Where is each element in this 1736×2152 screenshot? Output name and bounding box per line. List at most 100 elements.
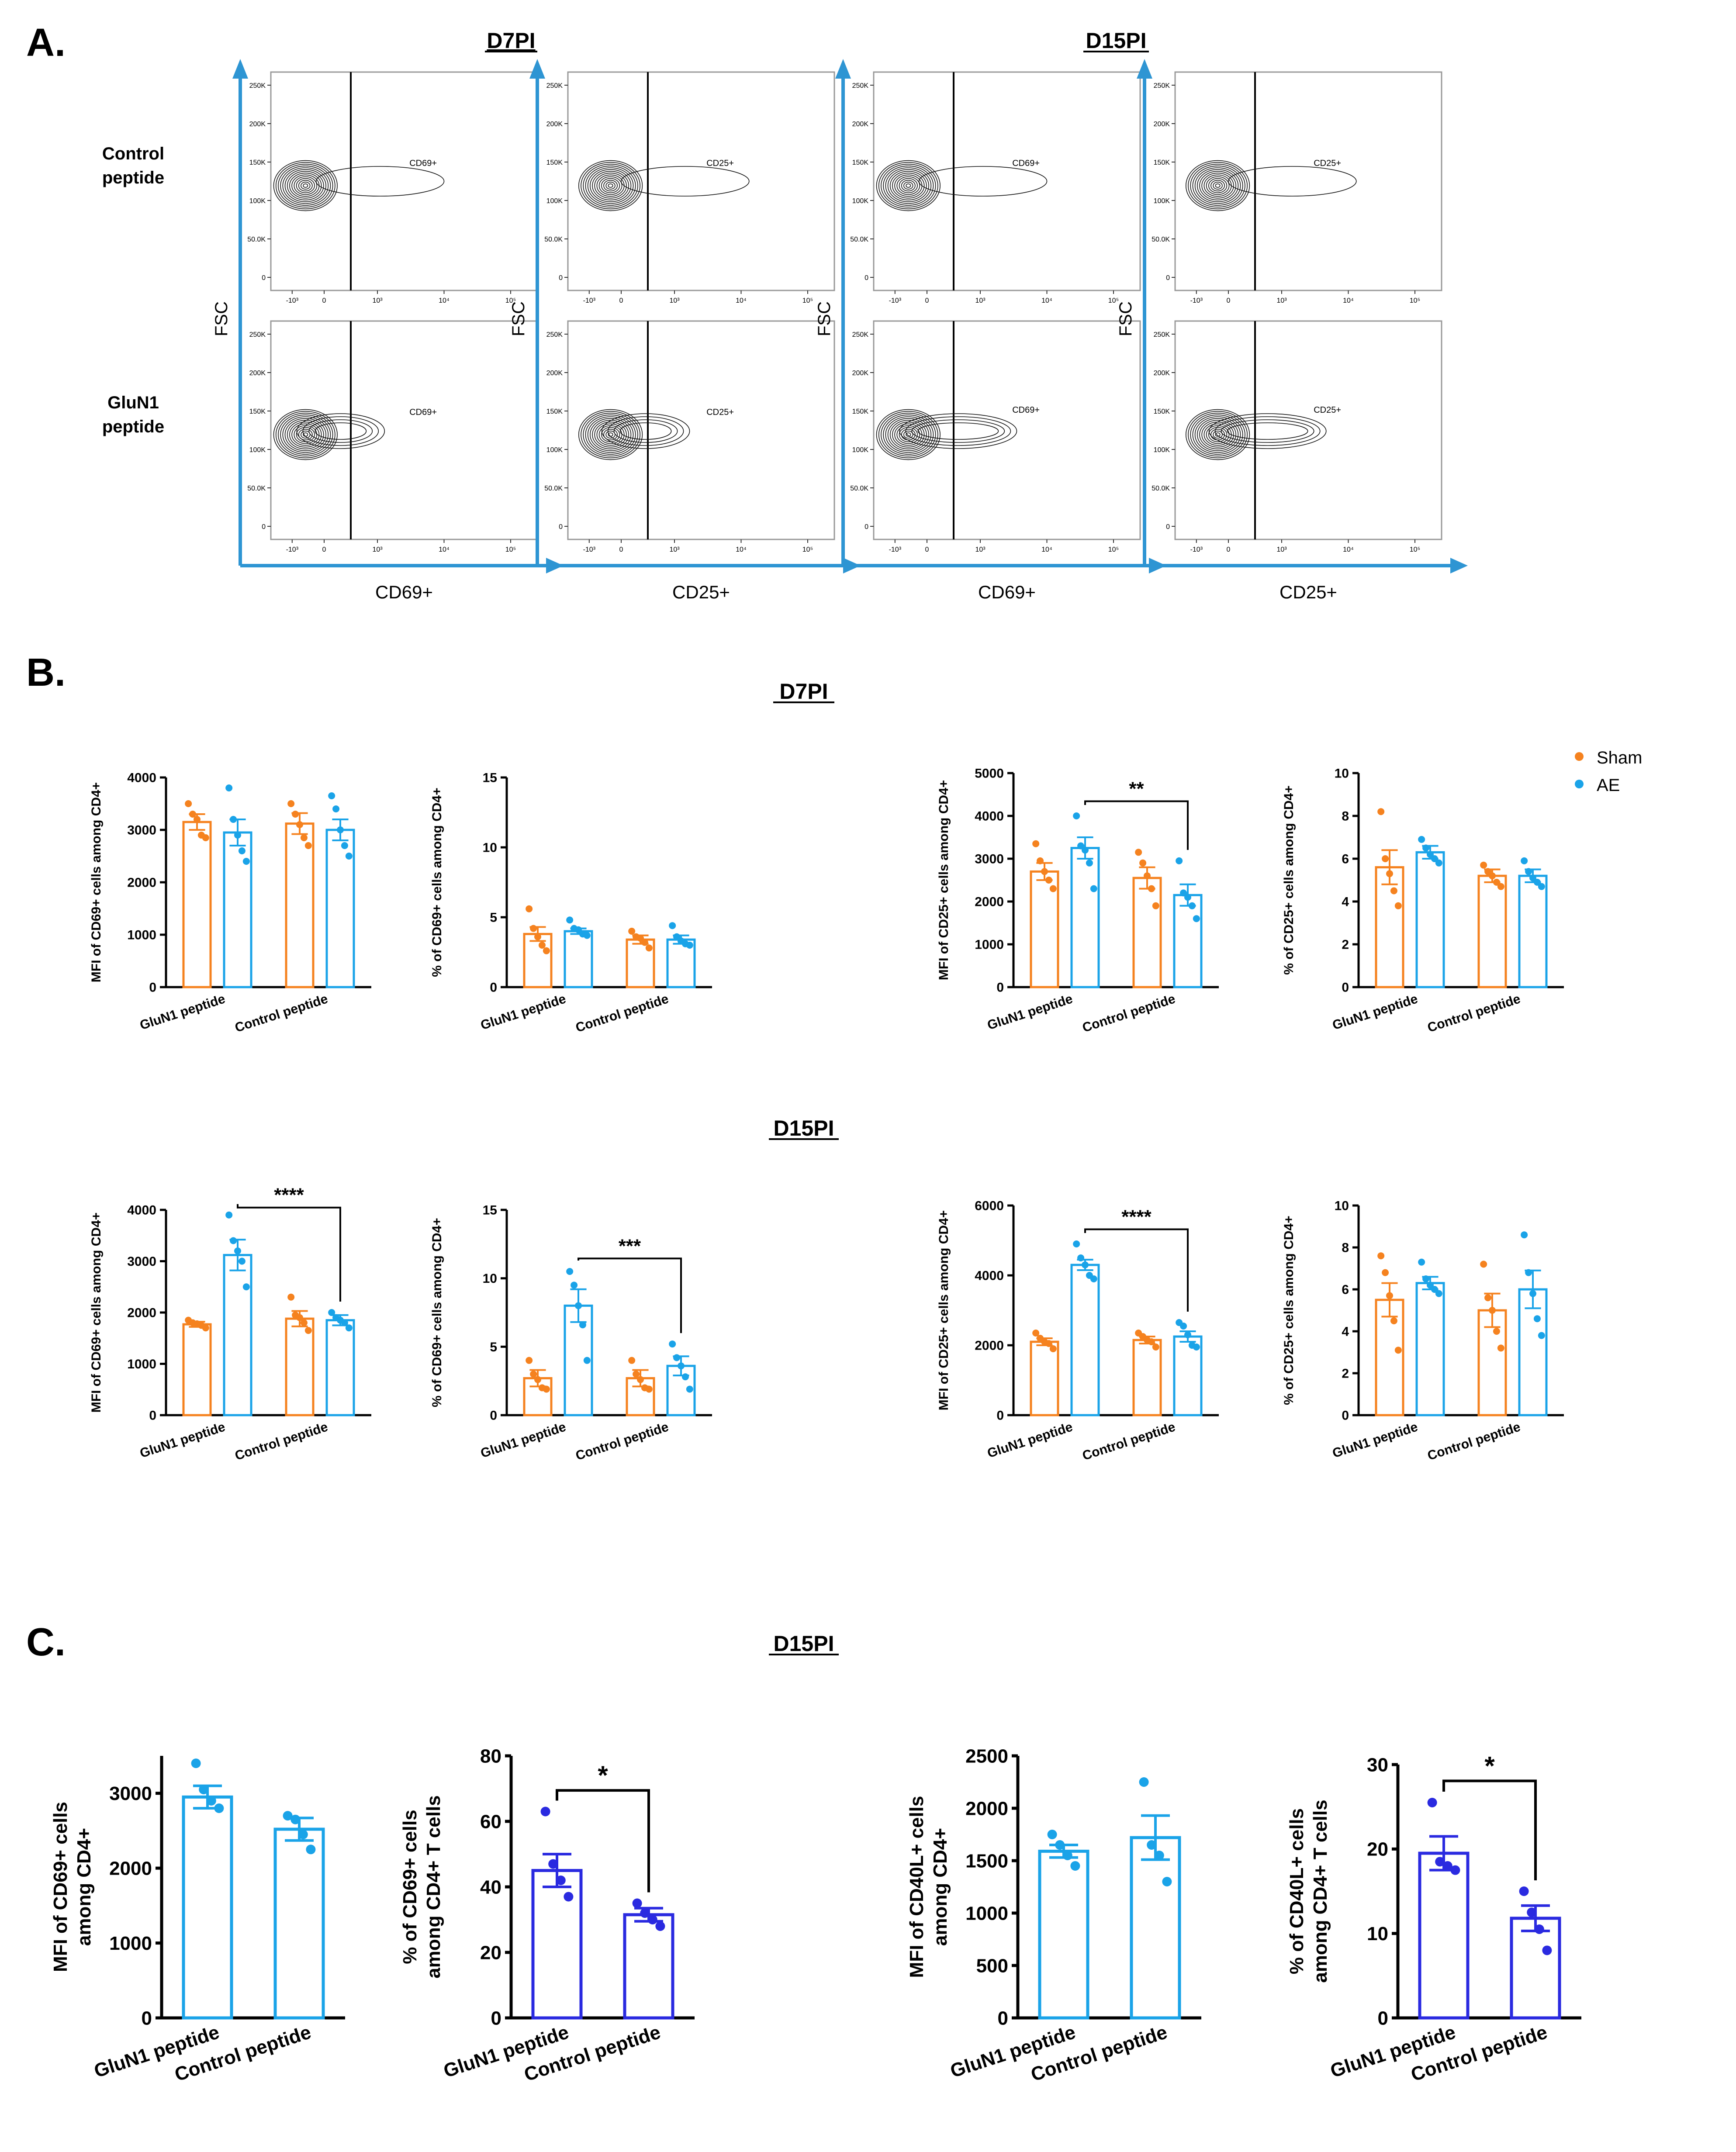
data-point bbox=[641, 939, 648, 946]
contour-ring bbox=[892, 173, 925, 199]
data-point bbox=[543, 1385, 550, 1393]
contour-ring bbox=[883, 166, 934, 206]
category-label: GluN1 peptide bbox=[1331, 991, 1420, 1033]
significance-bracket bbox=[578, 1257, 682, 1333]
data-point bbox=[1435, 1290, 1442, 1297]
contour-ring bbox=[1206, 425, 1230, 444]
contour-ring bbox=[1197, 169, 1239, 202]
y-axis-arrowhead bbox=[835, 59, 851, 79]
y-axis-label-fsc: FSC bbox=[1116, 301, 1135, 336]
data-point bbox=[628, 928, 636, 935]
data-point bbox=[304, 1327, 312, 1334]
contour-ring bbox=[596, 423, 625, 446]
row-label-control-1: Control bbox=[102, 144, 164, 163]
y-tick-label: 2500 bbox=[965, 1745, 1008, 1767]
data-point bbox=[526, 1357, 533, 1364]
flow-y-tick-label: 50.0K bbox=[544, 485, 563, 492]
chart-c3: 0 500 1000 1500 2000 2500 MFI of CD40L+ cells a… bbox=[906, 1745, 1201, 2086]
flow-y-tick-label: 250K bbox=[852, 331, 869, 339]
contour-ring bbox=[273, 409, 338, 460]
y-axis-label: MFI of CD40L+ cells bbox=[906, 1796, 927, 1978]
contour-ring bbox=[899, 178, 918, 193]
data-point bbox=[1529, 1290, 1536, 1297]
y-tick-label: 4000 bbox=[975, 1269, 1004, 1283]
y-axis-label: % of CD25+ cells among CD4+ bbox=[1282, 785, 1296, 974]
data-point bbox=[1049, 885, 1057, 892]
data-point bbox=[328, 1309, 335, 1316]
data-point bbox=[1538, 1332, 1545, 1339]
contour-tail bbox=[1208, 413, 1327, 449]
data-point bbox=[345, 853, 353, 860]
data-point bbox=[1480, 1261, 1487, 1268]
significance-label: ** bbox=[1129, 778, 1144, 799]
y-tick-label: 15 bbox=[483, 1203, 497, 1218]
flow-y-tick-label: 200K bbox=[249, 370, 266, 377]
y-tick-label: 6 bbox=[1342, 1283, 1349, 1297]
data-point bbox=[234, 1247, 241, 1254]
flow-y-tick-label: 150K bbox=[546, 408, 563, 415]
data-point bbox=[1386, 1292, 1393, 1299]
data-point bbox=[655, 1921, 665, 1931]
legend-ae-label: AE bbox=[1597, 776, 1620, 795]
contour-ring bbox=[885, 167, 932, 204]
legend: Sham AE bbox=[1575, 748, 1643, 795]
contour-tail bbox=[613, 419, 678, 443]
data-point bbox=[1184, 1331, 1191, 1338]
data-point bbox=[1139, 859, 1147, 867]
flow-plot-4-1: 250K 200K 150K 100K 50.0K 0 -10³ 0 10³ 10⁴ 10⁵ CD25… bbox=[1152, 71, 1442, 304]
contour-ring bbox=[601, 178, 620, 193]
data-point bbox=[1090, 1275, 1097, 1282]
contour-ring bbox=[1213, 430, 1223, 439]
contour-ring bbox=[294, 176, 318, 195]
data-point bbox=[686, 1385, 693, 1393]
data-point bbox=[1435, 1857, 1445, 1867]
contour-ring bbox=[1188, 411, 1248, 459]
flow-plot-3-1: 250K 200K 150K 100K 50.0K 0 -10³ 0 10³ 10⁴ 10⁵ CD69… bbox=[850, 71, 1141, 304]
flow-x-tick-label: 10⁵ bbox=[1410, 297, 1420, 304]
contour-ring bbox=[1188, 162, 1248, 210]
flow-y-tick-label: 100K bbox=[546, 446, 563, 454]
flow-y-tick-label: 200K bbox=[546, 370, 563, 377]
contour-ring bbox=[303, 183, 308, 188]
contour-ring bbox=[284, 418, 326, 451]
y-axis-arrowhead bbox=[232, 59, 248, 79]
data-point bbox=[669, 1340, 676, 1348]
data-point bbox=[1193, 1344, 1200, 1351]
contour-ring bbox=[583, 163, 638, 207]
y-axis-label-fsc: FSC bbox=[509, 301, 528, 336]
chart-b8: 0 2 4 6 8 10 % of CD25+ cells among CD4+ GluN1 … bbox=[1282, 1199, 1564, 1463]
data-point bbox=[1427, 851, 1434, 858]
contour-ring bbox=[889, 420, 927, 449]
contour-ring bbox=[587, 416, 634, 453]
contour-ring bbox=[876, 160, 941, 211]
contour-ring bbox=[594, 421, 627, 448]
y-tick-label: 2 bbox=[1342, 1367, 1349, 1381]
contour-ring bbox=[581, 411, 640, 459]
data-point bbox=[1390, 887, 1397, 895]
flow-x-tick-label: -10³ bbox=[889, 297, 902, 304]
flow-x-tick-label: 10⁴ bbox=[439, 297, 450, 304]
bar-glun1-peptide-ae bbox=[223, 1254, 252, 1416]
y-tick-label: 0 bbox=[491, 2007, 501, 2029]
contour-tail bbox=[1228, 166, 1357, 197]
data-point bbox=[300, 834, 308, 841]
panel-c-title-d15: D15PI bbox=[774, 1631, 834, 1656]
data-point bbox=[673, 1354, 681, 1361]
contour-ring bbox=[578, 160, 643, 211]
data-point bbox=[332, 805, 340, 812]
chart-b3: 0 1000 2000 3000 4000 5000 MFI of CD25+ cells … bbox=[937, 767, 1219, 1035]
contour-ring bbox=[878, 411, 938, 459]
contour-tail bbox=[619, 422, 672, 440]
contour-ring bbox=[1210, 180, 1225, 192]
population-contours bbox=[578, 409, 690, 460]
data-point bbox=[202, 834, 209, 841]
contour-ring bbox=[287, 171, 324, 200]
data-point bbox=[1493, 878, 1500, 886]
flow-y-tick-label: 200K bbox=[852, 121, 869, 128]
data-point bbox=[579, 1321, 586, 1329]
flow-y-tick-label: 150K bbox=[852, 408, 869, 415]
bar-glun1-peptide-ae bbox=[1070, 1264, 1100, 1416]
y-tick-label: 40 bbox=[480, 1876, 501, 1898]
y-tick-label: 3000 bbox=[127, 823, 156, 838]
data-point bbox=[1529, 874, 1536, 882]
